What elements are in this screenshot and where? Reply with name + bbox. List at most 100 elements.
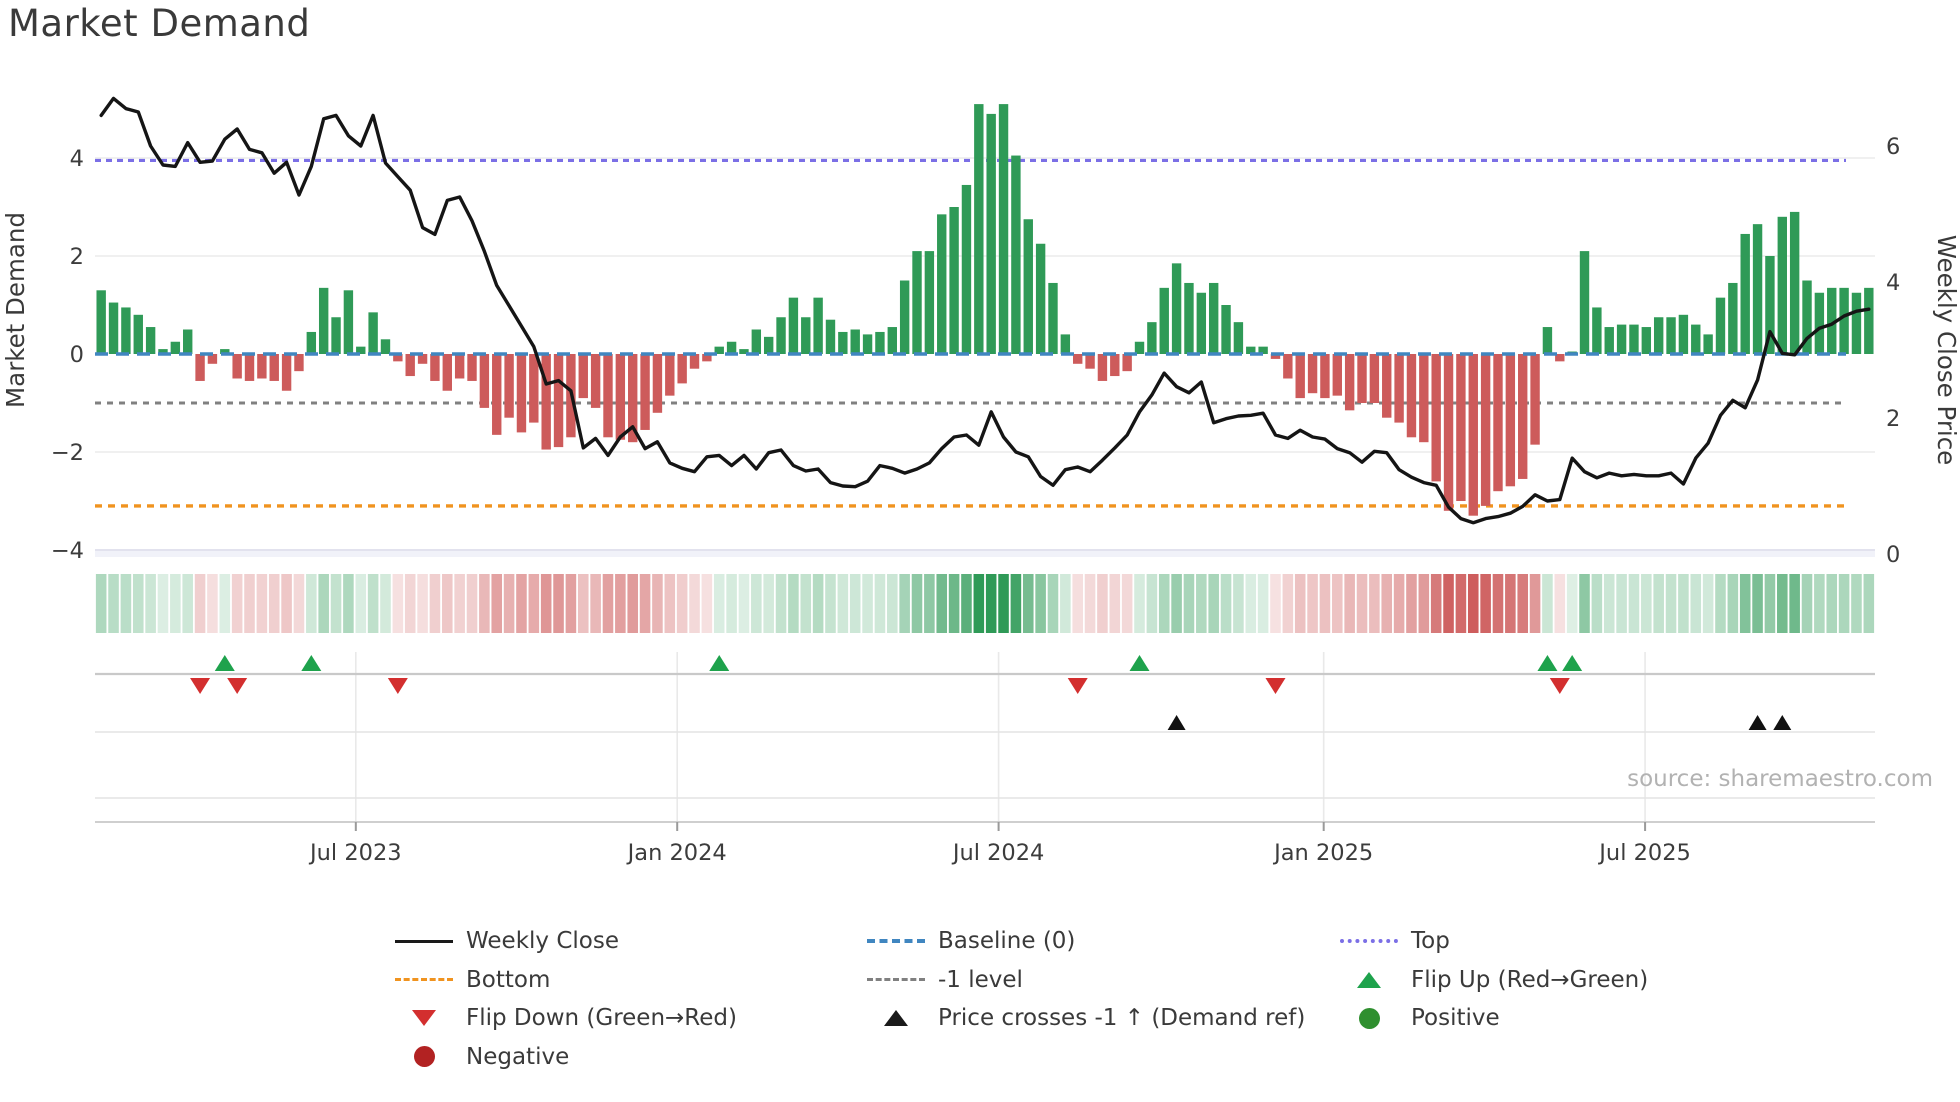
demand-bar xyxy=(1666,317,1676,354)
heatmap-cell xyxy=(454,574,465,633)
demand-bar xyxy=(1382,354,1392,418)
demand-bar xyxy=(454,354,465,379)
weekly-close-line xyxy=(99,96,1871,525)
demand-bar xyxy=(1270,354,1281,359)
demand-bar xyxy=(195,354,205,381)
demand-bar xyxy=(1542,327,1553,354)
demand-bar xyxy=(1728,282,1738,354)
heatmap-cell xyxy=(1443,574,1454,633)
demand-bar xyxy=(1851,292,1862,354)
heatmap-cell xyxy=(268,574,280,633)
demand-bar xyxy=(430,354,440,381)
legend-item-bottom: Bottom xyxy=(388,961,860,1000)
right-tick-label: 2 xyxy=(1886,406,1900,432)
left-tick-label: 4 xyxy=(70,146,84,172)
heatmap-cell xyxy=(713,574,725,633)
legend-label: Weekly Close xyxy=(466,928,619,955)
heatmap-cell xyxy=(862,574,873,633)
heatmap-cell xyxy=(367,574,379,633)
demand-bar xyxy=(541,354,551,450)
demand-bar xyxy=(887,327,897,354)
demand-bar xyxy=(356,346,366,354)
demand-bar xyxy=(1653,317,1664,354)
demand-bar xyxy=(170,341,181,354)
heatmap-cell xyxy=(1047,574,1059,633)
heatmap-cell xyxy=(1566,574,1578,633)
heatmap-cell xyxy=(1121,574,1133,633)
heatmap-cell xyxy=(1851,574,1862,633)
heatmap-cell xyxy=(1641,574,1652,633)
demand-bar xyxy=(937,214,947,354)
x-tick-label: Jul 2023 xyxy=(308,840,402,866)
legend-item-baseline: Baseline (0) xyxy=(860,922,1333,961)
demand-bar xyxy=(1159,287,1169,354)
demand-bar xyxy=(1480,354,1491,506)
chart-legend: Weekly Close Bottom Flip Down (Green→Red… xyxy=(388,922,1818,1076)
demand-bar xyxy=(776,317,786,354)
legend-item-negative: Negative xyxy=(388,1038,860,1077)
demand-bar xyxy=(1752,224,1763,354)
heatmap-cell xyxy=(1715,574,1726,633)
heatmap-cell xyxy=(1072,574,1083,633)
heatmap-cell xyxy=(491,574,503,633)
flip-down-marker-icon xyxy=(1549,678,1570,694)
flip-down-marker-icon xyxy=(1067,678,1088,694)
demand-bar xyxy=(986,113,996,355)
demand-bar xyxy=(183,329,193,354)
demand-bar xyxy=(1011,155,1021,354)
demand-bar xyxy=(529,354,539,423)
demand-bar xyxy=(1147,322,1157,354)
heatmap-cell xyxy=(306,574,317,633)
weekly-close-line-icon xyxy=(388,939,460,943)
heatmap-cell xyxy=(1579,574,1590,633)
heatmap-cell xyxy=(775,574,787,633)
heatmap-cell xyxy=(565,574,577,633)
demand-bar xyxy=(1048,282,1058,354)
demand-bar xyxy=(924,251,935,354)
legend-item-flip-up: Flip Up (Red→Green) xyxy=(1333,961,1793,1000)
left-tick-label: 0 xyxy=(70,342,84,368)
demand-bar xyxy=(1196,292,1207,354)
heatmap-cell xyxy=(1084,574,1096,633)
top-dot-icon xyxy=(1333,939,1405,944)
demand-bar xyxy=(318,287,329,354)
heatmap-cell xyxy=(503,574,515,633)
price-cross-triangle-icon xyxy=(860,1010,932,1027)
bottom-dash-icon xyxy=(388,978,460,982)
demand-bar xyxy=(825,319,836,354)
left-tick-label: −4 xyxy=(51,538,84,564)
heatmap-cell xyxy=(207,574,218,633)
flip-up-marker-icon xyxy=(1537,655,1558,671)
heatmap-cell xyxy=(1282,574,1294,633)
heatmap-cell xyxy=(1777,574,1788,633)
demand-bar xyxy=(1691,324,1701,354)
heatmap-cell xyxy=(985,574,997,633)
demand-bar xyxy=(1035,243,1046,354)
demand-bar xyxy=(899,280,910,354)
right-tick-label: 6 xyxy=(1886,134,1900,160)
heatmap-cell xyxy=(1505,574,1516,633)
x-axis: Jul 2023 Jan 2024 Jul 2024 Jan 2025 Jul 2025 xyxy=(95,652,1875,866)
demand-bar xyxy=(1023,219,1033,354)
demand-bar xyxy=(1827,287,1837,354)
heatmap-cell xyxy=(1653,574,1664,633)
demand-bar xyxy=(1777,216,1787,354)
legend-item-positive: Positive xyxy=(1333,999,1793,1038)
heatmap-cell xyxy=(1097,574,1108,633)
heatmap-cell xyxy=(1418,574,1430,633)
heatmap-cell xyxy=(1801,574,1813,633)
demand-bars xyxy=(96,104,1874,516)
heatmap-cell xyxy=(318,574,329,633)
demand-bar xyxy=(1406,354,1417,438)
price-cross-marker-icon xyxy=(1748,715,1767,730)
heatmap-cell xyxy=(145,574,156,633)
heatmap-cell xyxy=(1480,574,1491,633)
demand-bar xyxy=(615,354,626,440)
price-cross-marker-icon xyxy=(1167,715,1186,730)
heatmap-cell xyxy=(479,574,490,633)
heatmap-cell xyxy=(701,574,713,633)
heatmap-cell xyxy=(540,574,552,633)
heatmap-cell xyxy=(1616,574,1627,633)
demand-bar xyxy=(702,354,712,362)
legend-label: Price crosses -1 ↑ (Demand ref) xyxy=(938,1005,1306,1032)
